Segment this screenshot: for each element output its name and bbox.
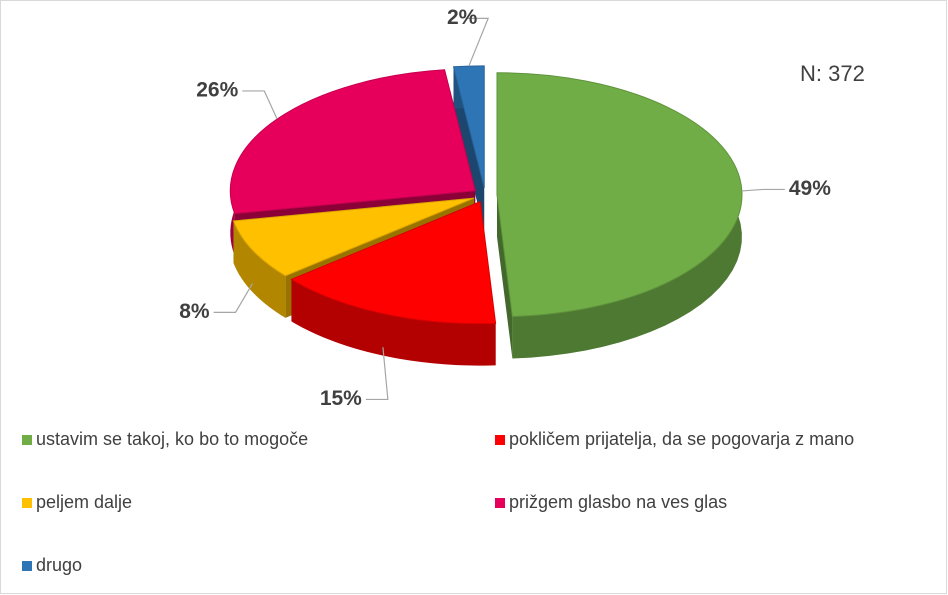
slice [496, 72, 743, 318]
data-label: 8% [179, 300, 210, 323]
data-label: 49% [789, 177, 831, 200]
data-label: 15% [320, 387, 362, 410]
slices [229, 65, 743, 325]
annotation: N: 372 [800, 61, 865, 86]
slice [229, 69, 476, 215]
slice [290, 200, 497, 325]
data-label: 26% [196, 79, 238, 102]
legend-label: pokličem prijatelja, da se pogovarja z m… [509, 429, 854, 449]
legend-swatch [22, 561, 32, 571]
legend-label: peljem dalje [36, 492, 132, 512]
data-label: 2% [447, 6, 478, 29]
legend-swatch [495, 435, 505, 445]
leader-line [242, 90, 278, 120]
legend-swatch [22, 435, 32, 445]
slice-side [233, 220, 286, 318]
leader-line [365, 347, 389, 401]
leader-line [741, 188, 785, 192]
slice [232, 197, 475, 277]
slice-side [291, 279, 496, 366]
leader-line [213, 283, 253, 313]
leader-line [466, 17, 490, 67]
legend-label: drugo [36, 555, 82, 575]
legend-swatch [22, 498, 32, 508]
legend-label: ustavim se takoj, ko bo to mogoče [36, 429, 308, 449]
legend-label: prižgem glasbo na ves glas [509, 492, 727, 512]
legend-swatch [495, 498, 505, 508]
